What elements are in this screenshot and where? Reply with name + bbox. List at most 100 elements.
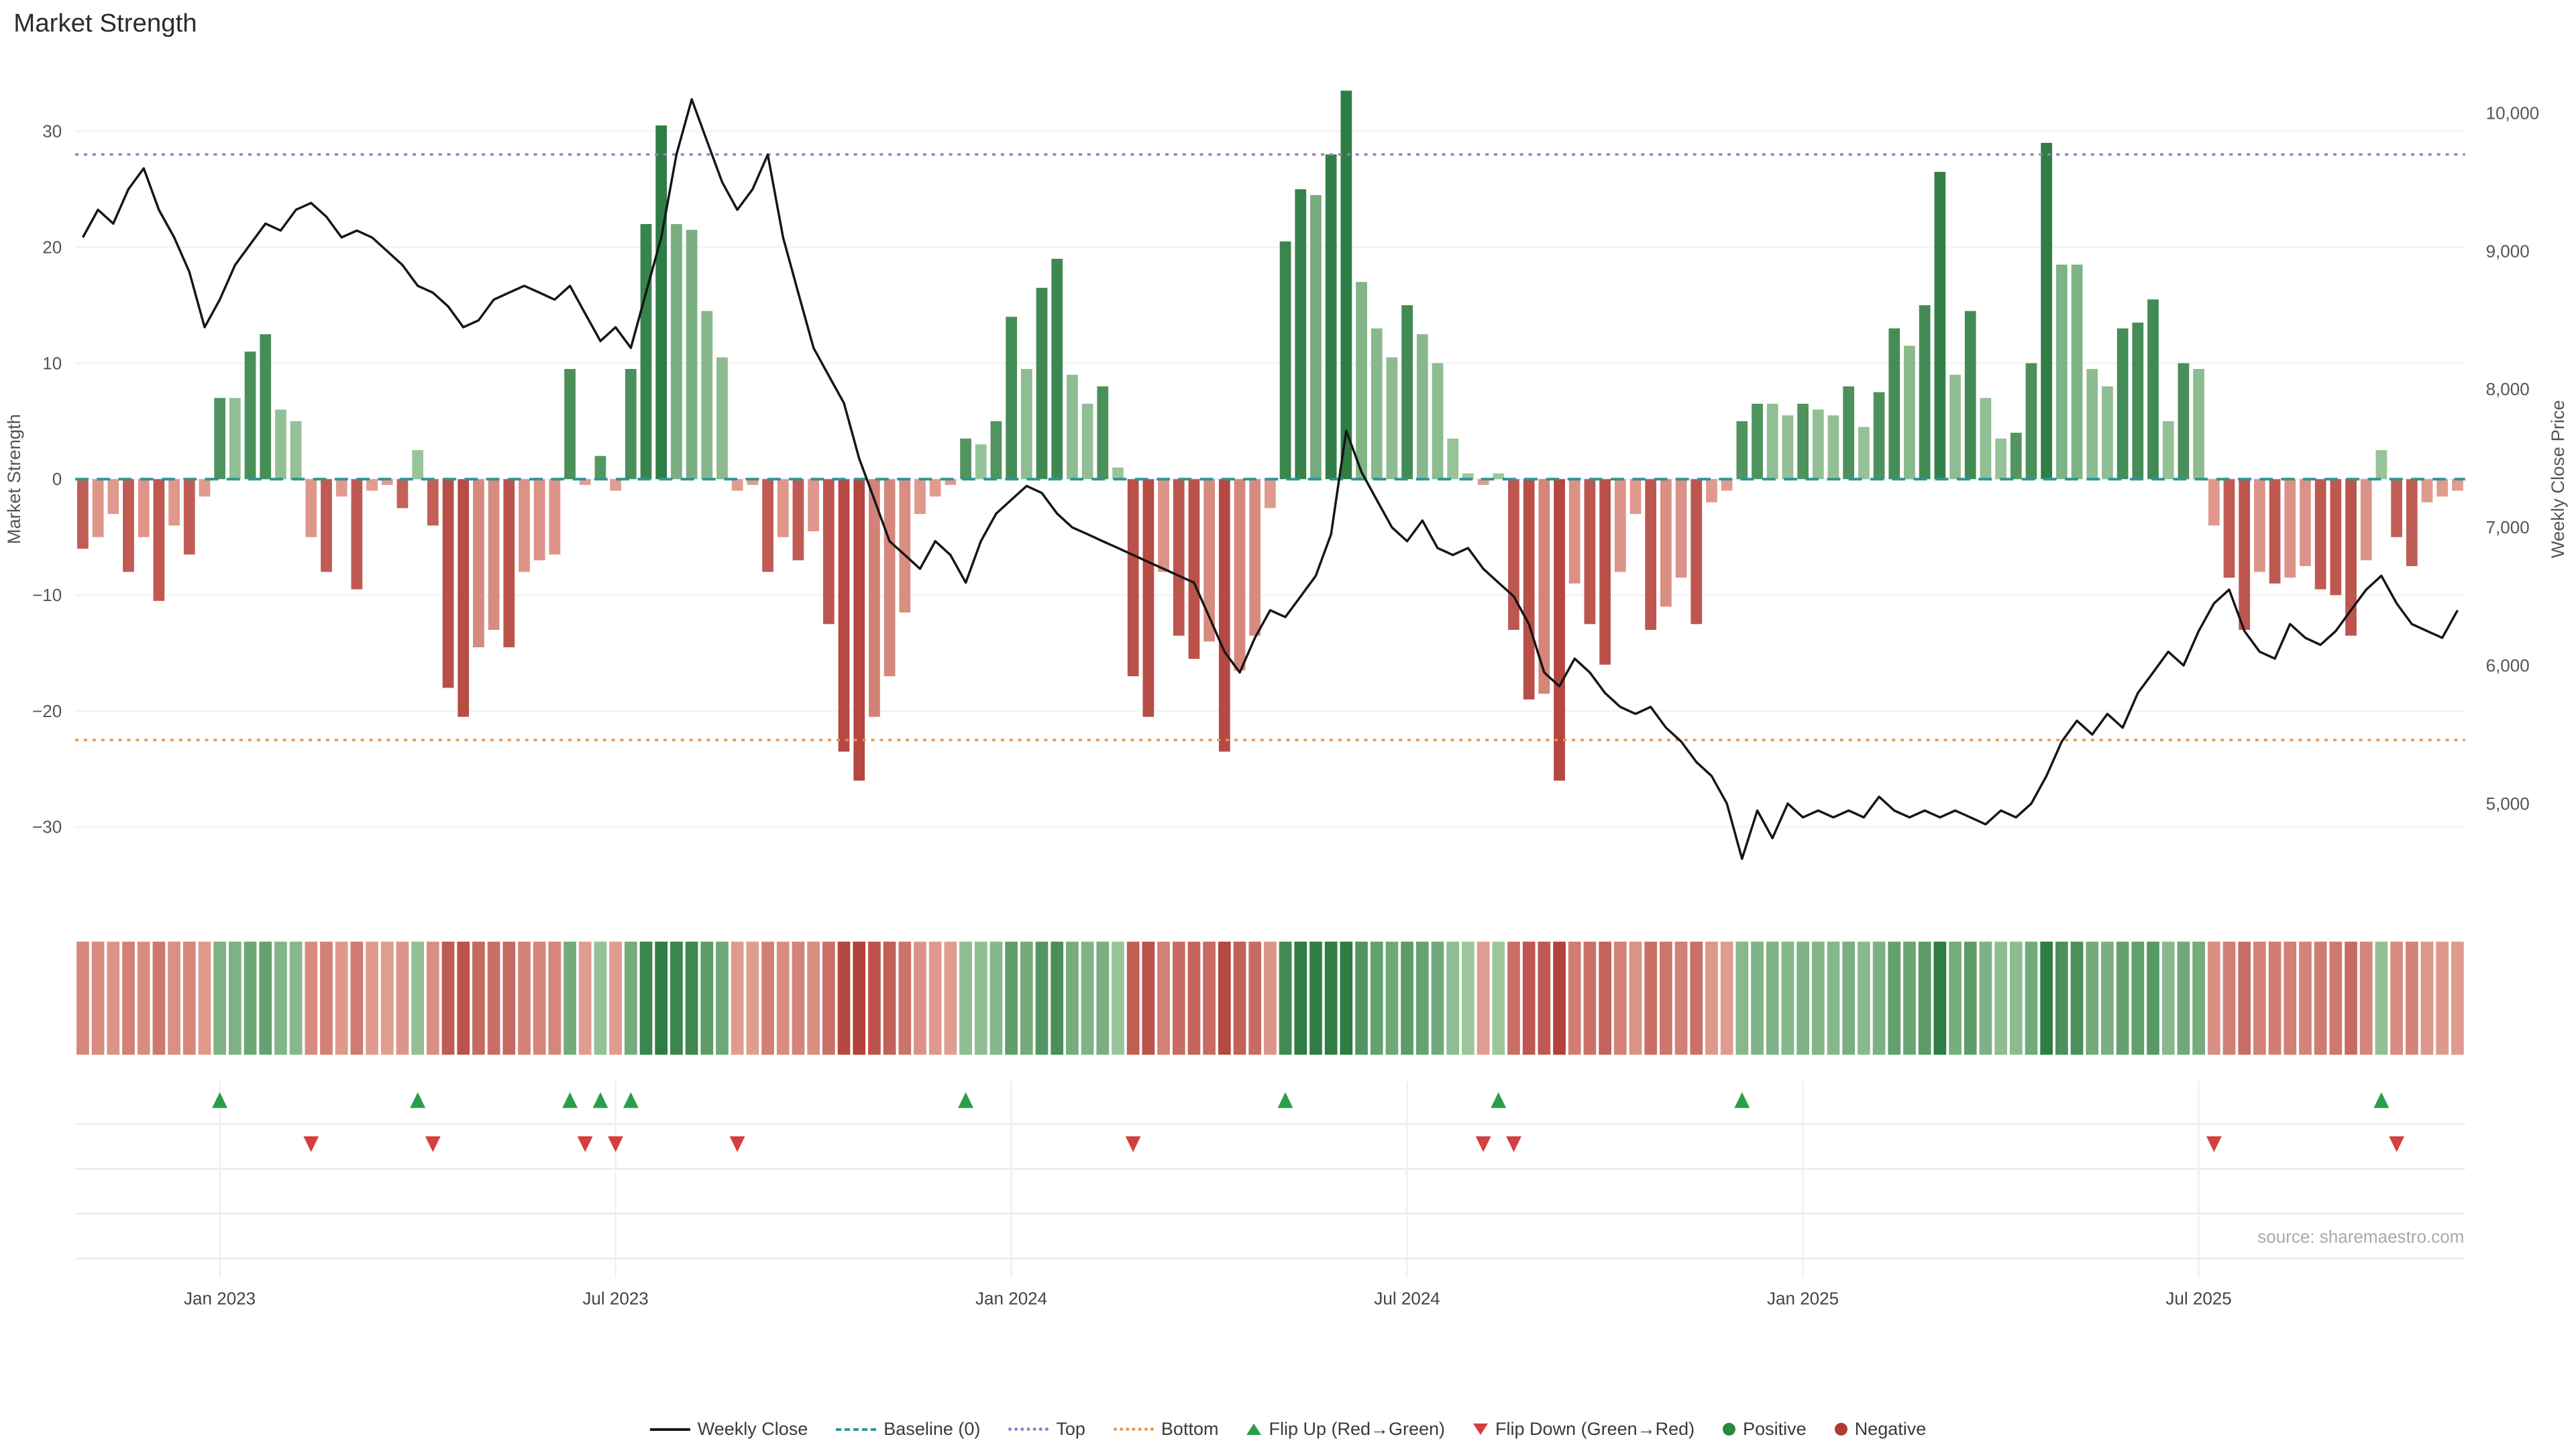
heatmap-cell [624,941,637,1055]
flip-down-marker [577,1136,593,1152]
strength-bar [1340,91,1352,480]
heatmap-cell [1538,941,1551,1055]
heatmap-cell [137,941,150,1055]
legend-item-weekly-close[interactable]: Weekly Close [649,1419,808,1440]
legend-item-positive[interactable]: Positive [1723,1419,1807,1440]
heatmap-cell [2009,941,2023,1055]
strength-bar [1234,479,1246,671]
heatmap-cell [2284,941,2297,1055]
strength-bar [762,479,773,572]
strength-bar [1006,317,1018,480]
heatmap-cell [2238,941,2251,1055]
strength-bar [1752,403,1763,480]
strength-bar [1249,479,1261,636]
heatmap-cell [305,941,318,1055]
legend-item-flip-up[interactable]: Flip Up (Red→Green) [1246,1419,1445,1440]
strength-bar [1614,479,1626,572]
legend-label-flip-up: Flip Up (Red→Green) [1269,1419,1446,1439]
market-strength-chart: Market Strength Market Strength Weekly C… [3,9,2568,1308]
heatmap-cell [1401,941,1413,1055]
x-tick-label: Jan 2024 [975,1288,1047,1308]
strength-bar [1523,479,1535,700]
heatmap-cell [472,941,485,1055]
flip-down-marker [425,1136,441,1152]
strength-bar [2421,479,2433,502]
strength-bar [2406,479,2418,566]
baseline-dash-swatch [836,1428,877,1431]
strength-bar [1493,473,1505,480]
heatmap-cell [1081,941,1094,1055]
legend-item-negative[interactable]: Negative [1834,1419,1926,1440]
heatmap-cell [2345,941,2357,1055]
strength-bar [244,352,256,480]
strength-bar [2345,479,2357,636]
left-tick-label: −20 [32,701,62,721]
legend-label-baseline: Baseline (0) [883,1419,981,1439]
heatmap-cell [122,941,135,1055]
flip-down-marker [1506,1136,1521,1152]
strength-bar [1203,479,1216,642]
heatmap-cell [1933,941,1947,1055]
heatmap-cell [1842,941,1856,1055]
heatmap-cell [2025,941,2038,1055]
heatmap-cell [1294,941,1307,1055]
legend-item-flip-down[interactable]: Flip Down (Green→Red) [1473,1419,1695,1440]
heatmap-cell [792,941,805,1055]
strength-bar [1599,479,1611,665]
heatmap-cell [335,941,348,1055]
legend-item-top[interactable]: Top [1008,1419,1085,1440]
strength-bar [2284,479,2296,578]
strength-bar [1706,479,1717,502]
strength-bar [1980,398,1992,480]
strength-bar [290,421,302,480]
strength-bar [1858,427,1870,480]
flip-up-marker [1491,1092,1507,1108]
strength-bar [412,450,424,480]
negative-dot-icon [1834,1423,1847,1436]
strength-bar [519,479,530,572]
heatmap-cell [2299,941,2312,1055]
heatmap-cell [380,941,394,1055]
strength-bar [153,479,165,601]
heatmap-cell [2314,941,2327,1055]
heatmap-cell [655,941,668,1055]
legend-item-baseline[interactable]: Baseline (0) [836,1419,980,1440]
heatmap-cell [274,941,287,1055]
heatmap-cell [1888,941,1901,1055]
strength-bar [1310,195,1322,480]
left-tick-label: 0 [52,469,62,489]
heatmap-cell [1949,941,1962,1055]
left-tick-label: −30 [32,817,62,837]
strength-bar [2239,479,2251,630]
strength-bar [594,455,606,480]
legend-item-bottom[interactable]: Bottom [1113,1419,1218,1440]
heatmap-cell [716,941,729,1055]
heatmap-cell [2147,941,2159,1055]
heatmap-cell [1355,941,1368,1055]
flip-up-marker [212,1092,227,1108]
heatmap-cell [518,941,531,1055]
heatmap-cell [1340,941,1353,1055]
strength-bar [1888,328,1900,480]
strength-bar [838,479,850,752]
strength-bar [2132,322,2144,480]
flip-up-marker [2373,1092,2390,1108]
strength-bar [458,479,470,717]
heatmap-cell [2040,941,2053,1055]
heatmap-cell [1142,941,1155,1055]
heatmap-cell [2207,941,2220,1055]
strength-bar [1721,479,1733,491]
left-tick-label: 20 [42,237,62,257]
bottom-dotted-swatch [1113,1428,1154,1431]
legend-label-top: Top [1056,1419,1085,1439]
strength-bar [640,223,652,480]
strength-bar [107,479,119,515]
heatmap-cell [1005,941,1018,1055]
heatmap-cell [2451,941,2464,1055]
heatmap-cell [685,941,698,1055]
heatmap-cell [1203,941,1216,1055]
strength-bar [1675,479,1687,578]
heatmap-cell [1918,941,1931,1055]
strength-bar [1218,479,1230,752]
strength-bar [1325,154,1337,480]
